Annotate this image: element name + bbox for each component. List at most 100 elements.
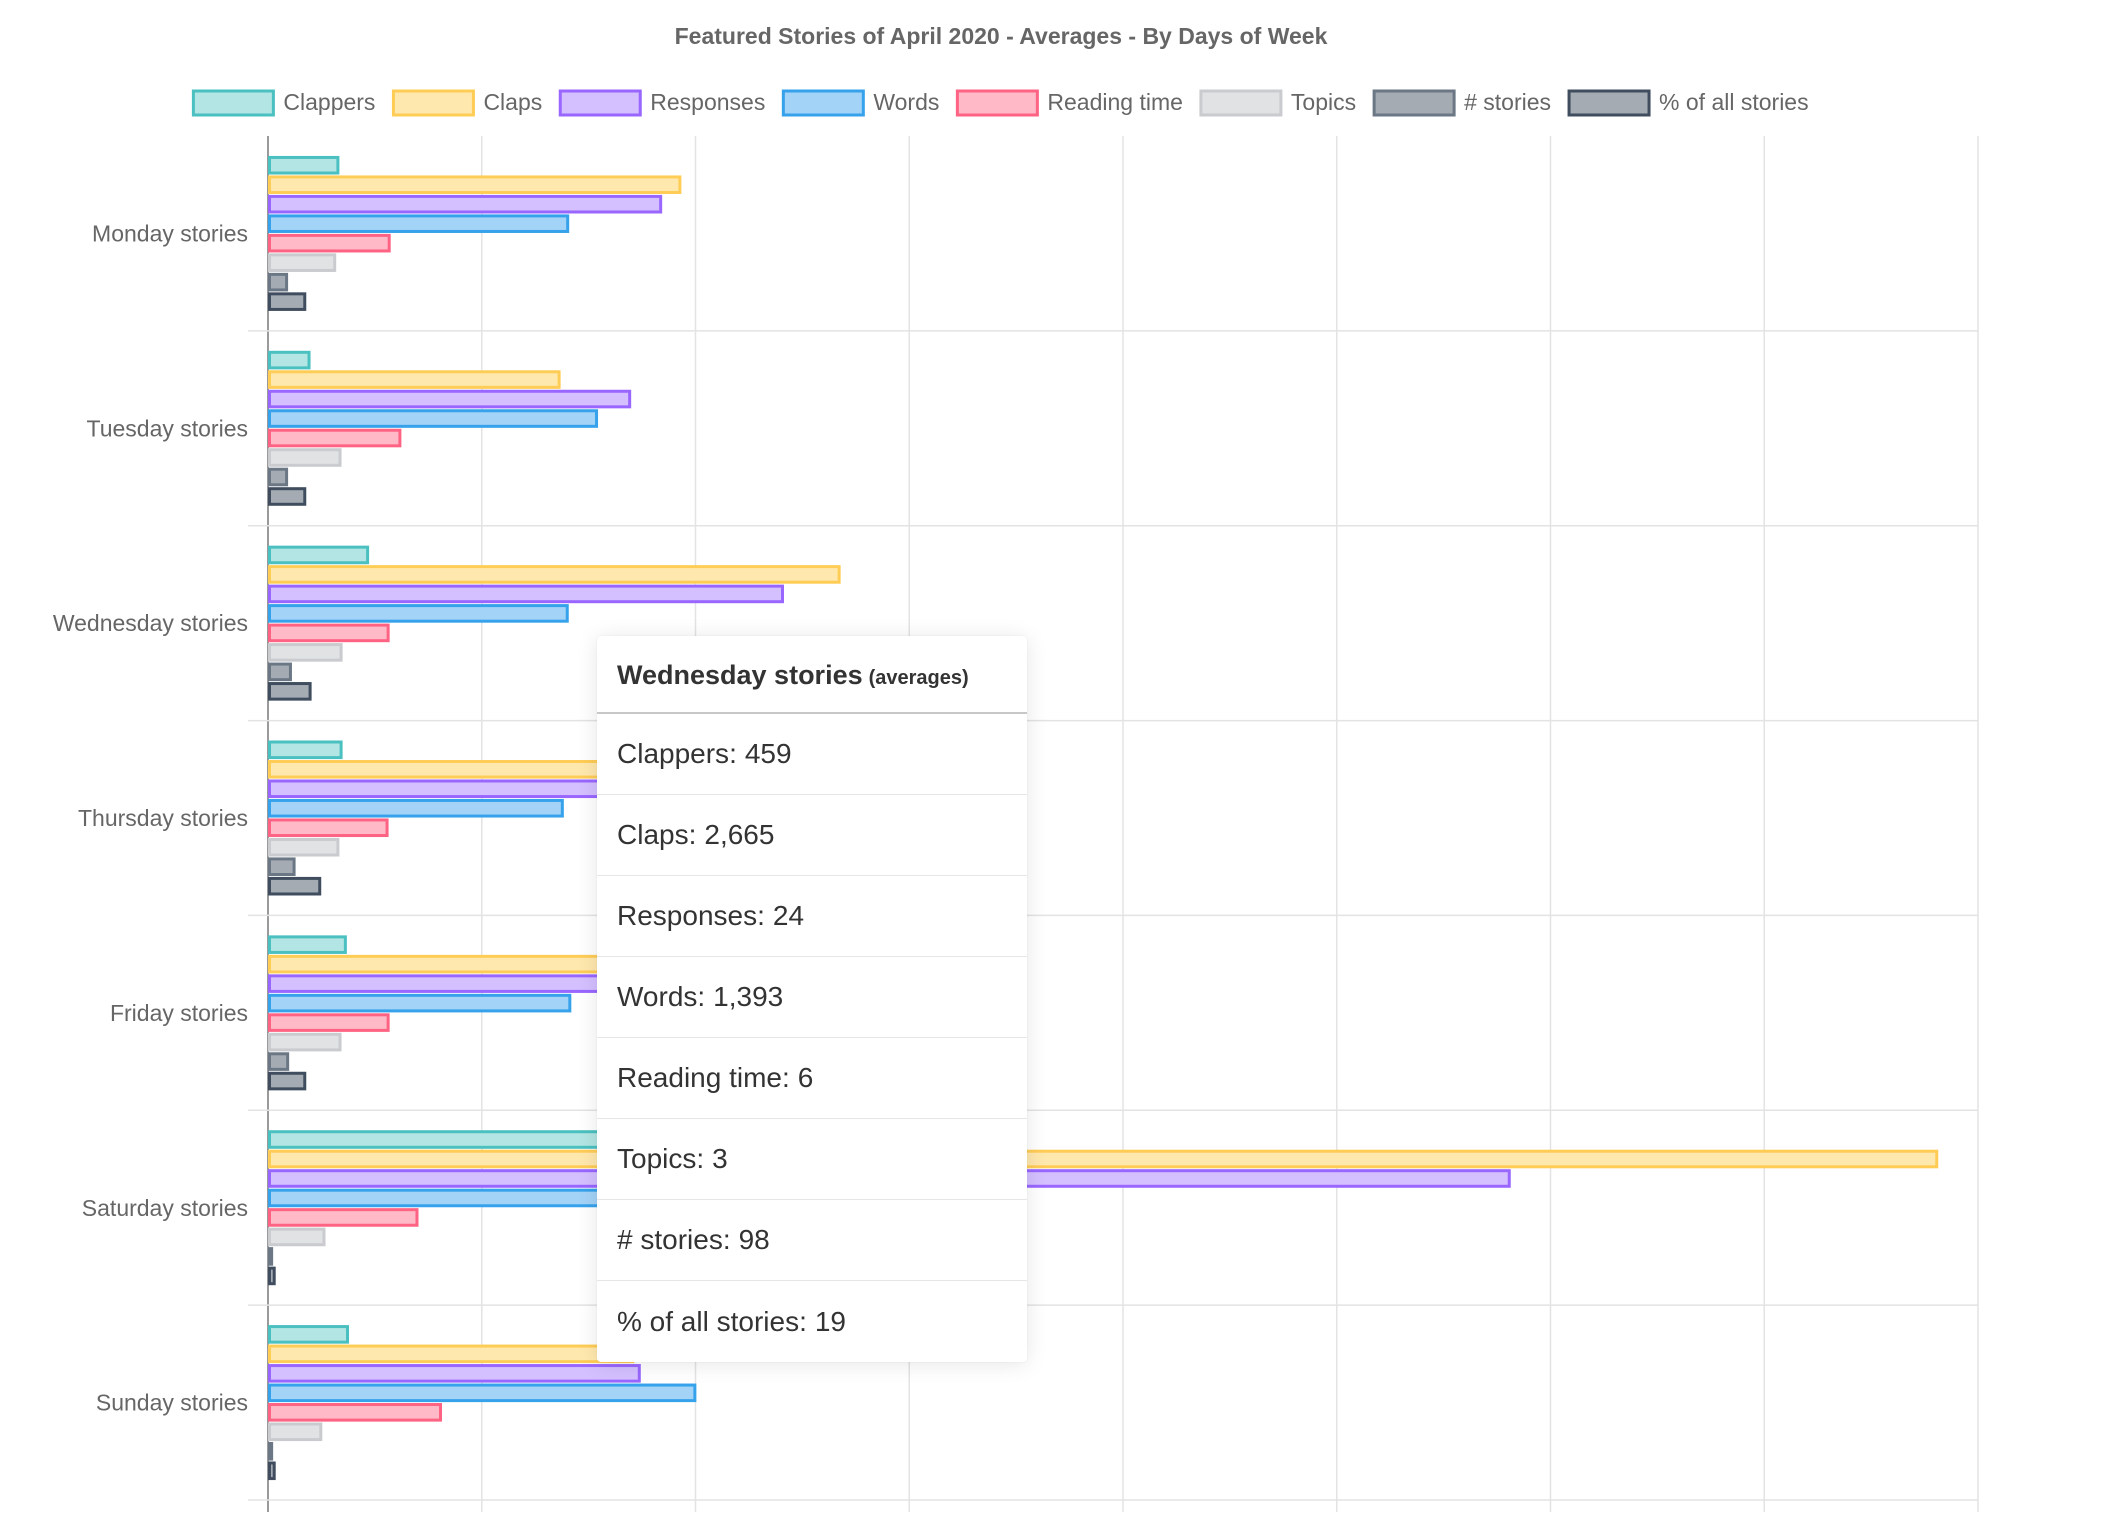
bar-num-stories[interactable]: [268, 1247, 274, 1266]
tooltip-row-separator: :: [688, 819, 697, 850]
bar-num-stories[interactable]: [268, 467, 289, 487]
y-axis-labels: Monday stories Tuesday stories Wednesday s…: [53, 221, 248, 1416]
bar-reading-time[interactable]: [268, 1013, 390, 1032]
bar-pct-of-all-stories[interactable]: [268, 876, 322, 896]
tooltip-row-separator: :: [697, 981, 706, 1012]
legend-swatch: [558, 89, 642, 117]
bar-pct-of-all-stories[interactable]: [268, 487, 307, 506]
bar-reading-time[interactable]: [268, 1208, 419, 1227]
category-label: Thursday stories: [78, 805, 248, 831]
tooltip-row-separator: :: [722, 1224, 731, 1255]
legend-swatch: [191, 89, 275, 117]
bar-num-stories[interactable]: [268, 1441, 274, 1461]
legend-item-topics[interactable]: Topics: [1199, 89, 1356, 117]
legend-swatch: [391, 89, 475, 117]
tooltip-row-value: 24: [772, 900, 805, 931]
bar-pct-of-all-stories[interactable]: [268, 1071, 307, 1091]
bar-claps[interactable]: [268, 1344, 635, 1364]
tooltip-header: Wednesday stories (averages): [597, 636, 1027, 714]
tooltip-row-value: 6: [797, 1062, 814, 1093]
bar-clappers[interactable]: [268, 935, 347, 954]
tooltip-row-separator: :: [781, 1062, 790, 1093]
bar-pct-of-all-stories[interactable]: [268, 1266, 276, 1286]
legend-item-pct-of-all-stories[interactable]: % of all stories: [1567, 89, 1809, 117]
bar-words[interactable]: [268, 409, 599, 428]
bar-clappers[interactable]: [268, 1325, 350, 1344]
tooltip-row-responses: Responses:24: [597, 876, 1027, 957]
tooltip-row-separator: :: [757, 900, 765, 931]
bar-reading-time[interactable]: [268, 818, 389, 838]
tooltip-row-label: Clappers: [617, 738, 730, 769]
bar-claps[interactable]: [268, 175, 682, 195]
bar-words[interactable]: [268, 1383, 697, 1403]
bar-claps[interactable]: [268, 759, 635, 779]
bar-claps[interactable]: [268, 370, 561, 389]
tooltip-row-words: Words:1,393: [597, 957, 1027, 1038]
category-label: Tuesday stories: [87, 415, 249, 441]
bar-topics[interactable]: [268, 1227, 326, 1247]
bar-words[interactable]: [268, 214, 570, 233]
bar-responses[interactable]: [268, 584, 784, 604]
category-label: Saturday stories: [82, 1195, 248, 1221]
legend-item-reading-time[interactable]: Reading time: [955, 89, 1183, 117]
category-label: Sunday stories: [96, 1390, 248, 1416]
bar-reading-time[interactable]: [268, 1403, 442, 1422]
bar-reading-time[interactable]: [268, 233, 391, 253]
bar-claps[interactable]: [268, 954, 646, 974]
tooltip-row-label: Reading time: [617, 1062, 782, 1093]
bar-num-stories[interactable]: [268, 662, 292, 682]
legend-item-claps[interactable]: Claps: [391, 89, 542, 117]
legend-item-responses[interactable]: Responses: [558, 89, 765, 117]
bar-claps[interactable]: [268, 1149, 1939, 1169]
bar-reading-time[interactable]: [268, 428, 402, 448]
bar-num-stories[interactable]: [268, 272, 289, 292]
bar-responses[interactable]: [268, 194, 663, 214]
legend-label: Reading time: [1047, 89, 1183, 115]
legend-item-clappers[interactable]: Clappers: [191, 89, 375, 117]
bar-clappers[interactable]: [268, 740, 343, 760]
legend-label: Responses: [650, 89, 765, 115]
bar-clappers[interactable]: [268, 155, 340, 175]
chart-title: Featured Stories of April 2020 - Average…: [675, 23, 1328, 49]
bar-clappers[interactable]: [268, 350, 311, 370]
legend-swatch: [1199, 89, 1283, 117]
tooltip-row-topics: Topics:3: [597, 1119, 1027, 1200]
legend: Clappers Claps Responses Words Reading time T…: [191, 89, 1809, 117]
bar-clappers[interactable]: [268, 545, 370, 565]
legend-item-num-stories[interactable]: # stories: [1372, 89, 1551, 117]
bar-words[interactable]: [268, 993, 572, 1013]
bar-topics[interactable]: [268, 253, 337, 272]
tooltip-row-num-stories: # stories:98: [597, 1200, 1027, 1281]
bar-responses[interactable]: [268, 974, 646, 993]
legend-swatch: [955, 89, 1039, 117]
category-label: Friday stories: [110, 1000, 248, 1026]
bar-num-stories[interactable]: [268, 1052, 290, 1071]
tooltip-row-label: Claps: [617, 819, 689, 850]
bar-pct-of-all-stories[interactable]: [268, 1461, 276, 1481]
tooltip-row-value: 459: [744, 738, 792, 769]
tooltip-row-value: 19: [814, 1305, 847, 1337]
bar-topics[interactable]: [268, 1422, 323, 1442]
bar-words[interactable]: [268, 604, 569, 623]
tooltip-row-value: 98: [738, 1224, 770, 1255]
bar-reading-time[interactable]: [268, 623, 390, 643]
bar-topics[interactable]: [268, 643, 343, 662]
bar-words[interactable]: [268, 798, 564, 818]
bar-responses[interactable]: [268, 779, 635, 799]
bar-claps[interactable]: [268, 565, 841, 584]
legend-item-words[interactable]: Words: [781, 89, 939, 117]
tooltip-row-pct-of-all-stories: % of all stories:19: [597, 1281, 1027, 1362]
bar-topics[interactable]: [268, 1032, 342, 1052]
bar-pct-of-all-stories[interactable]: [268, 682, 312, 701]
bar-topics[interactable]: [268, 837, 340, 857]
legend-swatch: [781, 89, 865, 117]
bar-pct-of-all-stories[interactable]: [268, 292, 307, 311]
bar-topics[interactable]: [268, 448, 342, 467]
bar-responses[interactable]: [268, 389, 632, 409]
bar-num-stories[interactable]: [268, 857, 296, 877]
bar-responses[interactable]: [268, 1364, 641, 1383]
bars: [268, 155, 1939, 1481]
legend-swatch: [1567, 89, 1651, 117]
bar-words[interactable]: [268, 1188, 635, 1208]
